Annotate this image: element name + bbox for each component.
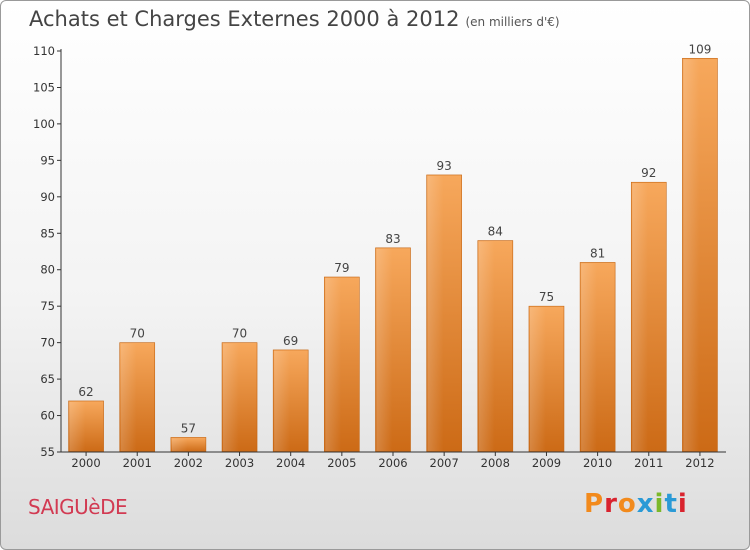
logo-letter: P [584, 489, 605, 519]
commune-name: SAIGUèDE [28, 495, 128, 519]
x-tick-label-2007: 2007 [430, 456, 459, 470]
data-label-2010: 81 [590, 246, 605, 260]
chart-title-text: Achats et Charges Externes 2000 à 2012 [29, 7, 460, 31]
y-tick-label-95: 95 [40, 153, 55, 167]
logo-letter: i [654, 489, 665, 519]
y-tick-label-85: 85 [40, 226, 55, 240]
data-label-2001: 70 [130, 327, 145, 341]
bar-highlight [171, 438, 188, 451]
y-tick-label-65: 65 [40, 372, 55, 386]
data-label-2009: 75 [539, 290, 554, 304]
x-tick-label-2010: 2010 [583, 456, 612, 470]
chart-title: Achats et Charges Externes 2000 à 2012 (e… [29, 7, 560, 31]
data-label-2006: 83 [385, 232, 400, 246]
x-tick-label-2009: 2009 [532, 456, 561, 470]
bar-highlight [69, 401, 86, 451]
x-tick-label-2006: 2006 [378, 456, 407, 470]
data-label-2002: 57 [181, 421, 196, 435]
x-tick-label-2005: 2005 [327, 456, 356, 470]
data-label-2008: 84 [488, 225, 503, 239]
x-tick-label-2003: 2003 [225, 456, 254, 470]
y-tick-label-55: 55 [40, 445, 55, 459]
data-label-2012: 109 [688, 42, 711, 56]
bar-highlight [632, 183, 649, 451]
y-tick-label-105: 105 [33, 80, 55, 94]
y-tick-label-75: 75 [40, 299, 55, 313]
logo-letter: o [617, 489, 637, 519]
logo-letter: r [604, 489, 618, 519]
data-label-2003: 70 [232, 327, 247, 341]
data-label-2000: 62 [78, 385, 93, 399]
x-tick-label-2011: 2011 [634, 456, 663, 470]
y-tick-label-70: 70 [40, 336, 55, 350]
bar-highlight [427, 175, 444, 452]
y-tick-label-60: 60 [40, 409, 55, 423]
y-tick-label-110: 110 [33, 44, 55, 58]
logo-letter: x [636, 489, 655, 519]
bar-highlight [581, 263, 597, 451]
chart-subtitle: (en milliers d'€) [465, 15, 560, 29]
bar-highlight [683, 59, 700, 452]
x-tick-label-2002: 2002 [174, 456, 203, 470]
proxiti-logo: Proxiti [584, 489, 688, 519]
bar-highlight [529, 307, 546, 451]
x-tick-label-2000: 2000 [71, 456, 100, 470]
data-label-2007: 93 [437, 159, 452, 173]
y-tick-label-90: 90 [40, 190, 55, 204]
x-tick-label-2012: 2012 [685, 456, 714, 470]
y-tick-label-100: 100 [33, 117, 55, 131]
logo-letter: t [664, 489, 678, 519]
bar-highlight [325, 278, 342, 451]
bar-highlight [478, 241, 495, 451]
y-tick-label-80: 80 [40, 263, 55, 277]
bar-highlight [376, 248, 393, 451]
data-label-2011: 92 [641, 166, 656, 180]
x-tick-label-2001: 2001 [123, 456, 152, 470]
data-label-2004: 69 [283, 334, 298, 348]
x-tick-label-2004: 2004 [276, 456, 305, 470]
bar-highlight [120, 343, 137, 451]
x-tick-label-2008: 2008 [481, 456, 510, 470]
logo-letter: i [677, 489, 688, 519]
bar-highlight [274, 350, 290, 451]
data-label-2005: 79 [334, 261, 349, 275]
bar-highlight [223, 343, 239, 451]
